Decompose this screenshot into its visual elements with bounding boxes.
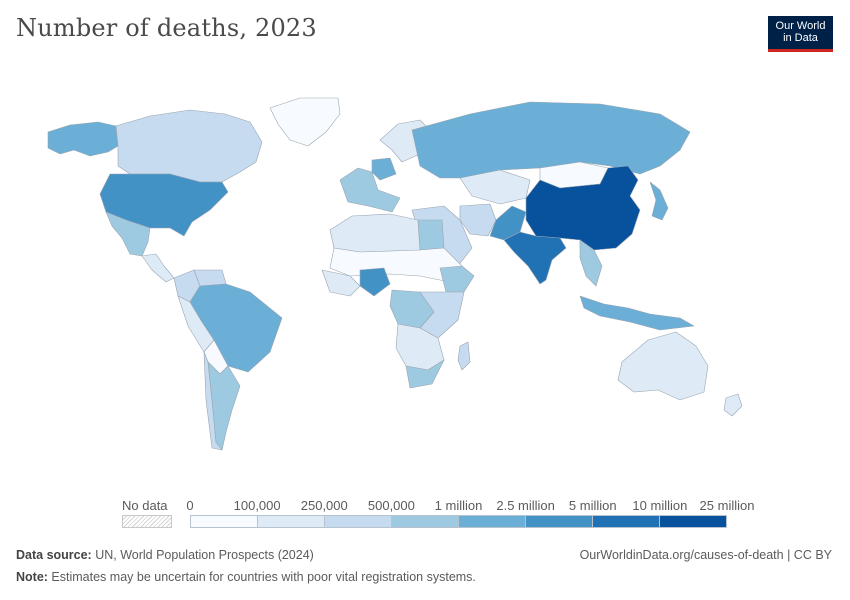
note-text: Estimates may be uncertain for countries… xyxy=(47,570,476,584)
logo-line-2: in Data xyxy=(783,32,818,44)
data-source-label: Data source: xyxy=(16,548,92,562)
map-region-central-america[interactable] xyxy=(141,253,175,283)
legend-bin xyxy=(392,515,459,528)
data-source-text[interactable]: UN, World Population Prospects (2024) xyxy=(91,548,314,562)
data-source: Data source: UN, World Population Prospe… xyxy=(16,548,314,562)
legend-tick-label: 1 million xyxy=(434,498,483,513)
legend-bin xyxy=(325,515,392,528)
map-region-ethiopia[interactable] xyxy=(439,265,475,293)
world-map[interactable] xyxy=(0,70,850,490)
legend-tick-label: 25 million xyxy=(699,498,755,513)
legend-bin xyxy=(593,515,660,528)
legend-tick-label: 2.5 million xyxy=(496,498,555,513)
legend-no-data-label: No data xyxy=(122,498,168,513)
map-region-iran[interactable] xyxy=(459,203,497,237)
legend-bin xyxy=(526,515,593,528)
map-region-east-africa[interactable] xyxy=(419,291,465,339)
legend-tick-label: 500,000 xyxy=(367,498,415,513)
map-region-japan[interactable] xyxy=(649,181,669,221)
map-region-new-zealand[interactable] xyxy=(723,393,743,417)
map-region-india[interactable] xyxy=(503,231,567,285)
legend-tick-label: 5 million xyxy=(568,498,617,513)
map-region-west-africa[interactable] xyxy=(321,269,361,297)
map-region-alaska[interactable] xyxy=(47,121,119,157)
legend-bin xyxy=(459,515,526,528)
map-region-southeast-asia[interactable] xyxy=(579,239,603,287)
credit-link[interactable]: OurWorldinData.org/causes-of-death | CC … xyxy=(579,548,832,562)
map-region-indonesia[interactable] xyxy=(579,295,695,331)
legend-tick-label: 100,000 xyxy=(233,498,281,513)
map-region-argentina[interactable] xyxy=(207,361,241,451)
chart-title: Number of deaths, 2023 xyxy=(16,14,317,42)
map-region-canada[interactable] xyxy=(115,109,263,183)
map-region-nigeria[interactable] xyxy=(359,267,391,297)
logo-line-1: Our World xyxy=(775,20,826,32)
map-region-venezuela[interactable] xyxy=(193,269,227,287)
owid-logo[interactable]: Our World in Data xyxy=(768,16,833,52)
legend-color-scale xyxy=(190,515,727,528)
note-label: Note: xyxy=(16,570,48,584)
map-region-western-europe[interactable] xyxy=(339,167,401,213)
legend-no-data-swatch xyxy=(122,515,172,528)
map-region-madagascar[interactable] xyxy=(457,341,471,371)
map-region-germany[interactable] xyxy=(371,157,397,181)
map-region-south-africa[interactable] xyxy=(405,359,445,389)
legend-bin xyxy=(190,515,258,528)
map-region-north-africa[interactable] xyxy=(329,213,421,255)
map-region-egypt[interactable] xyxy=(417,219,445,251)
map-region-china[interactable] xyxy=(525,165,641,251)
note: Note: Estimates may be uncertain for cou… xyxy=(16,570,476,584)
map-legend: No data 0 100,000 250,000 500,000 1 million 2… xyxy=(0,495,850,535)
legend-bin xyxy=(258,515,325,528)
legend-tick-label: 250,000 xyxy=(300,498,348,513)
legend-bin xyxy=(660,515,727,528)
map-region-australia[interactable] xyxy=(617,331,709,401)
legend-tick-label: 0 xyxy=(186,498,194,513)
map-region-greenland[interactable] xyxy=(269,97,341,147)
legend-tick-label: 10 million xyxy=(632,498,688,513)
map-region-brazil[interactable] xyxy=(189,283,283,373)
